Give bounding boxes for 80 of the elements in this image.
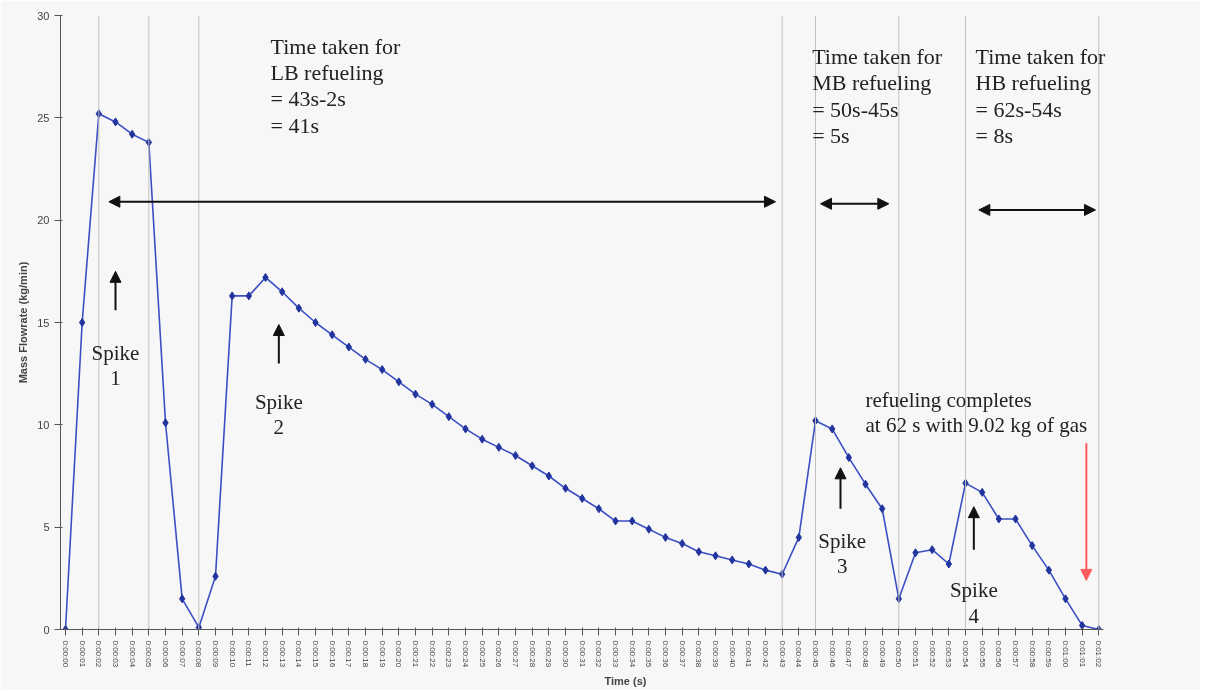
x-tick-label: 0:00:39: [711, 640, 720, 668]
x-tick-label: 0:00:31: [577, 640, 587, 668]
x-tick-label: 0:00:12: [261, 640, 270, 668]
annotation: Spike 4: [949, 578, 998, 628]
x-tick-label: 0:00:48: [861, 640, 870, 668]
x-tick-label: 0:00:30: [561, 640, 570, 668]
x-tick-label: 0:00:22: [427, 640, 437, 668]
x-tick-label: 0:00:02: [94, 640, 104, 668]
x-tick-label: 0:00:46: [827, 640, 837, 668]
x-tick-label: 0:00:24: [461, 640, 470, 668]
x-tick-label: 0:00:16: [327, 640, 337, 668]
x-axis-title: Time (s): [604, 675, 647, 688]
x-tick-label: 0:00:28: [527, 640, 537, 668]
x-tick-label: 0:00:54: [961, 640, 970, 668]
x-tick-label: 0:00:38: [694, 640, 704, 668]
annotation: Time taken for MB refueling = 50s-45s = 5s: [812, 44, 943, 148]
x-tick-label: 0:00:07: [177, 640, 187, 668]
x-tick-label: 0:00:40: [727, 640, 737, 668]
x-tick-label: 0:00:05: [144, 640, 154, 668]
y-tick-label: 5: [43, 521, 50, 534]
x-tick-label: 0:00:59: [1044, 640, 1054, 668]
x-tick-label: 0:00:04: [127, 640, 137, 668]
x-tick-label: 0:00:11: [244, 640, 254, 668]
x-tick-label: 0:00:27: [511, 640, 520, 668]
y-tick-label: 10: [37, 418, 50, 431]
x-tick-label: 0:00:35: [644, 640, 654, 668]
x-tick-label: 0:00:52: [927, 640, 937, 668]
x-tick-label: 0:00:45: [811, 640, 820, 668]
x-tick-label: 0:00:23: [444, 640, 454, 668]
x-tick-label: 0:00:14: [294, 640, 304, 668]
y-tick-label: 30: [37, 9, 50, 22]
annotation: refueling completes at 62 s with 9.02 kg of gas: [865, 387, 1088, 438]
x-tick-label: 0:00:44: [794, 640, 804, 668]
x-tick-label: 0:00:51: [911, 640, 920, 668]
x-tick-label: 0:01:02: [1094, 640, 1104, 668]
x-tick-label: 0:00:19: [377, 640, 387, 668]
annotation: Spike 3: [818, 529, 867, 579]
y-tick-label: 15: [37, 316, 50, 329]
x-tick-label: 0:00:13: [277, 640, 287, 668]
x-tick-label: 0:01:00: [1061, 640, 1070, 668]
x-tick-label: 0:01:01: [1077, 640, 1087, 668]
x-tick-label: 0:00:21: [411, 640, 420, 668]
x-tick-label: 0:00:47: [844, 640, 854, 668]
x-tick-label: 0:00:17: [344, 640, 354, 668]
x-tick-label: 0:00:00: [61, 640, 70, 668]
x-tick-label: 0:00:57: [1011, 640, 1020, 668]
x-tick-label: 0:00:42: [761, 640, 770, 668]
x-tick-label: 0:00:25: [477, 640, 487, 668]
x-tick-label: 0:00:53: [944, 640, 954, 668]
x-tick-label: 0:00:49: [877, 640, 887, 668]
x-tick-label: 0:00:08: [194, 640, 204, 668]
x-tick-label: 0:00:58: [1027, 640, 1037, 668]
x-tick-label: 0:00:43: [777, 640, 787, 668]
annotation: Time taken for LB refueling = 43s-2s = 41s: [270, 33, 402, 138]
x-tick-label: 0:00:56: [994, 640, 1004, 668]
x-tick-label: 0:00:33: [611, 640, 620, 668]
x-tick-label: 0:00:01: [77, 640, 87, 668]
x-tick-label: 0:00:20: [394, 640, 404, 668]
x-tick-label: 0:00:09: [211, 640, 220, 668]
x-tick-label: 0:00:15: [311, 640, 320, 668]
x-tick-label: 0:00:50: [894, 640, 904, 668]
annotation: Spike 1: [91, 340, 140, 391]
x-tick-label: 0:00:36: [661, 640, 670, 668]
x-tick-label: 0:00:55: [977, 640, 987, 668]
x-tick-label: 0:00:26: [494, 640, 504, 668]
x-tick-label: 0:00:34: [627, 640, 637, 668]
x-tick-label: 0:00:18: [361, 640, 370, 668]
y-axis-title: Mass Flowrate (kg/min): [17, 261, 30, 384]
x-tick-label: 0:00:29: [544, 640, 554, 668]
x-tick-label: 0:00:06: [161, 640, 170, 668]
y-tick-label: 20: [37, 214, 50, 227]
x-tick-label: 0:00:32: [594, 640, 604, 668]
x-tick-label: 0:00:10: [227, 640, 237, 668]
x-tick-label: 0:00:41: [744, 640, 754, 668]
annotation: Spike 2: [254, 390, 303, 440]
annotation: Time taken for HB refueling = 62s-54s = 8s: [975, 44, 1107, 148]
x-tick-label: 0:00:03: [111, 640, 120, 668]
y-tick-label: 25: [37, 111, 50, 124]
y-tick-label: 0: [43, 623, 50, 636]
x-tick-label: 0:00:37: [677, 640, 687, 668]
